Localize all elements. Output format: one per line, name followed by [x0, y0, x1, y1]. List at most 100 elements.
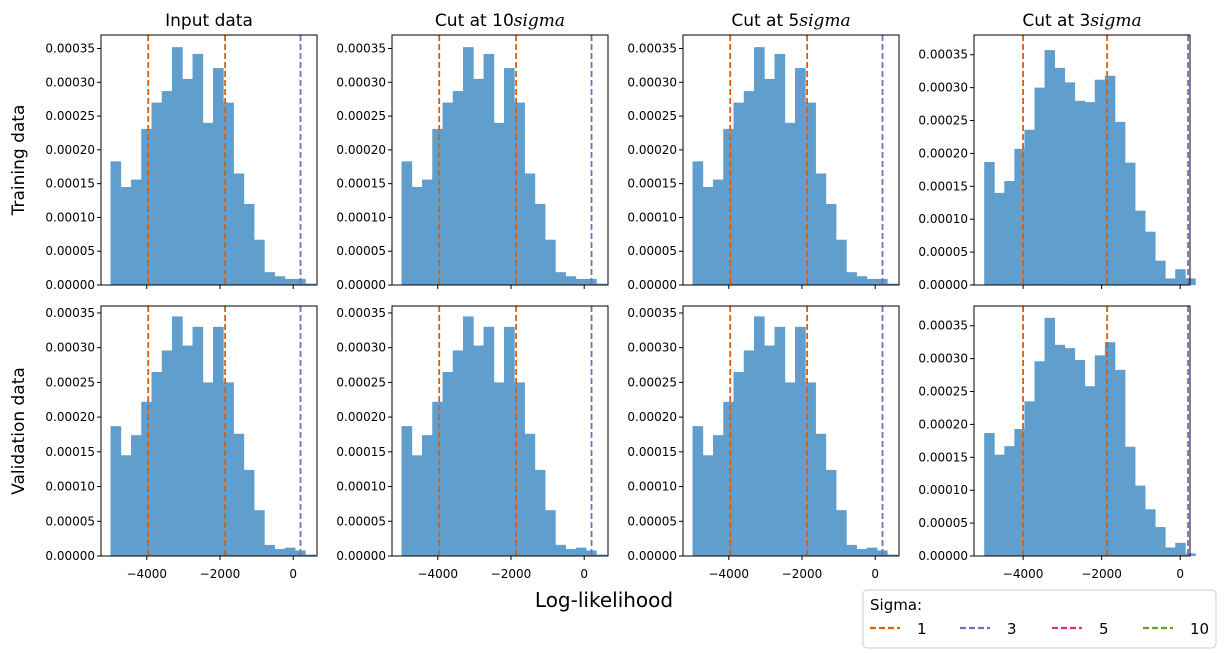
histogram-bar	[141, 128, 152, 285]
axes-frame	[100, 305, 318, 557]
legend-entry-label: 1	[917, 620, 927, 638]
histogram-bar	[254, 239, 265, 285]
histogram-bar	[856, 549, 868, 556]
histogram-bar	[172, 316, 183, 556]
y-tick-label: 0.00030	[918, 81, 968, 95]
y-tick-label: 0.00020	[627, 410, 677, 424]
histogram-bar	[514, 382, 525, 556]
histogram-bar	[702, 455, 714, 556]
histogram-bar	[120, 187, 132, 285]
y-tick-label: 0.00005	[45, 244, 95, 258]
legend: Sigma: 1 3 5 10	[862, 589, 1217, 649]
histogram-bar	[534, 469, 546, 556]
y-tick-label: 0.00015	[918, 179, 968, 193]
x-tick-label: 0	[289, 567, 297, 581]
histogram-bar	[1124, 162, 1136, 285]
histogram-bar	[264, 544, 275, 556]
axes-frame	[682, 34, 900, 286]
x-tick-label: −4000	[1003, 567, 1044, 581]
x-tick-label: −4000	[417, 567, 458, 581]
x-tick-label: 0	[580, 567, 588, 581]
histogram-bar	[161, 91, 173, 285]
histogram-bar	[1014, 429, 1025, 556]
histogram-bar	[213, 68, 224, 285]
histogram-bar	[545, 239, 556, 285]
y-tick-label: 0.00000	[336, 278, 386, 292]
histogram-bar	[1084, 102, 1096, 285]
histogram-bar	[1145, 231, 1156, 285]
histogram-bar	[733, 102, 745, 285]
x-tick-label: −4000	[708, 567, 749, 581]
y-tick-label: 0.00005	[918, 245, 968, 259]
histogram-bar	[1064, 82, 1076, 286]
histogram-bar	[1074, 100, 1086, 285]
histogram-bar	[1124, 446, 1136, 556]
histogram-bar	[825, 469, 837, 556]
histogram-bar	[1135, 210, 1146, 285]
x-tick-label: −2000	[782, 567, 823, 581]
histogram-bar	[202, 382, 214, 556]
histogram-bar	[994, 454, 1005, 556]
histogram-bar	[1034, 87, 1045, 285]
histogram-bar	[534, 203, 546, 285]
panel-title: Cut at 10sigma	[435, 11, 565, 31]
y-tick-label: 0.00005	[336, 244, 386, 258]
histogram-bar	[815, 433, 827, 556]
histogram-bar	[141, 401, 152, 556]
x-tick-label: −2000	[491, 567, 532, 581]
x-tick-label: −2000	[1081, 567, 1122, 581]
histogram-bar	[504, 326, 515, 556]
histogram-bar	[442, 102, 454, 285]
histogram-bar	[1104, 75, 1116, 285]
histogram-bar	[743, 91, 755, 285]
y-tick-label: 0.00030	[918, 352, 968, 366]
histogram-bar	[1155, 527, 1166, 556]
histogram-bar	[555, 544, 566, 556]
histogram-panel-6: 0.00000 0.00005 0.00010 0.00015 0.00020 0.000…	[336, 305, 609, 581]
histogram-bar	[1024, 401, 1035, 556]
x-tick-label: 0	[871, 567, 879, 581]
histogram-bar	[545, 510, 556, 556]
histogram-bar	[1054, 344, 1066, 556]
y-tick-label: 0.00010	[918, 483, 968, 497]
histogram-bar	[846, 544, 857, 556]
y-tick-label: 0.00025	[627, 375, 677, 389]
y-tick-label: 0.00035	[336, 42, 386, 56]
histogram-bar	[1175, 269, 1186, 285]
histogram-bar	[305, 283, 316, 285]
legend-entry-label: 10	[1190, 620, 1209, 638]
histogram-bar	[1054, 67, 1066, 285]
legend-frame	[862, 589, 1217, 649]
histogram-bar	[1145, 509, 1156, 556]
y-tick-label: 0.00010	[627, 480, 677, 494]
y-tick-label: 0.00025	[918, 114, 968, 128]
histogram-bar	[504, 68, 515, 285]
histogram-bar	[131, 179, 142, 285]
histogram-bar	[473, 78, 484, 285]
y-tick-label: 0.00025	[336, 109, 386, 123]
y-tick-label: 0.00005	[336, 514, 386, 528]
axes-frame	[391, 34, 609, 286]
histogram-bar	[575, 547, 587, 556]
histogram-bar	[1185, 278, 1196, 285]
x-tick-label: −2000	[200, 567, 241, 581]
y-tick-label: 0.00000	[918, 549, 968, 563]
y-tick-label: 0.00035	[918, 319, 968, 333]
histogram-panel-2: 0.00000 0.00005 0.00010 0.00015 0.00020 0.000…	[336, 11, 609, 292]
y-tick-label: 0.00000	[45, 549, 95, 563]
histogram-bar	[815, 173, 827, 285]
histogram-bar	[223, 382, 234, 556]
y-tick-label: 0.00020	[918, 417, 968, 431]
histogram-bar	[692, 161, 704, 285]
histogram-bar	[172, 47, 183, 285]
histogram-bar	[452, 350, 464, 556]
y-tick-label: 0.00010	[45, 480, 95, 494]
y-tick-label: 0.00020	[45, 410, 95, 424]
histogram-panel-3: 0.00000 0.00005 0.00010 0.00015 0.00020 0.000…	[627, 11, 900, 292]
histogram-bar	[596, 283, 607, 285]
histogram-bar	[284, 278, 296, 285]
row-label-training: Training data	[9, 105, 29, 217]
x-tick-label: −4000	[126, 567, 167, 581]
histogram-bar	[110, 161, 122, 285]
histogram-bar	[463, 47, 474, 285]
